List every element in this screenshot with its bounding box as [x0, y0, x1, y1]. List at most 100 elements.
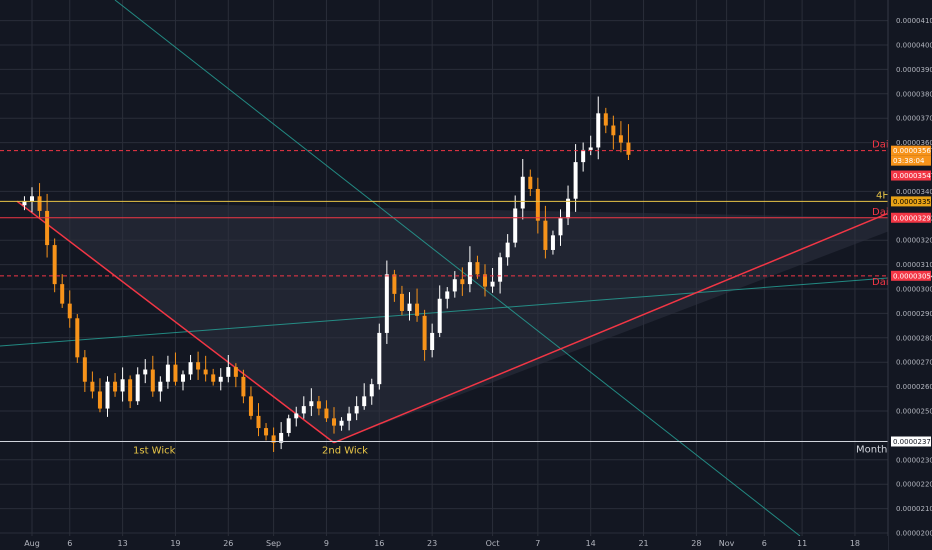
candle-body	[52, 245, 57, 285]
candle	[339, 417, 344, 431]
time-tick-label: 21	[638, 539, 648, 548]
candle	[196, 351, 201, 380]
candle	[445, 287, 450, 309]
candle	[60, 274, 65, 308]
badge-bg	[891, 436, 931, 447]
candle	[392, 269, 397, 302]
trend-lines	[0, 0, 889, 537]
time-axis-panel[interactable]	[0, 536, 888, 550]
candle	[611, 115, 616, 150]
candle-body	[120, 379, 125, 392]
candle	[384, 260, 389, 344]
candle-body	[82, 357, 87, 382]
candle-body	[362, 396, 367, 407]
candle-body	[588, 147, 593, 150]
badge-countdown: 03:38:04	[891, 155, 931, 166]
candle	[347, 406, 352, 431]
candle-body	[218, 376, 223, 382]
annotation-daily-mid: Daily	[872, 207, 897, 218]
candle-body	[422, 315, 427, 350]
candle-body	[354, 406, 359, 414]
candle	[188, 354, 193, 380]
time-tick-label: 6	[67, 539, 72, 548]
candle-body	[271, 435, 276, 443]
candle	[309, 388, 314, 416]
candle	[37, 183, 42, 218]
time-axis[interactable]: Aug 6 13 19 26 Sep 9 16 23 Oct 7 14 21 28 Nov 6 11 18	[24, 539, 860, 548]
candle-body	[181, 374, 185, 382]
candle	[528, 169, 533, 197]
time-tick-label: 23	[427, 539, 437, 548]
candle	[460, 267, 465, 296]
candle	[588, 135, 593, 156]
time-tick-label: 16	[374, 539, 384, 548]
candle	[248, 386, 253, 420]
candle-body	[188, 362, 193, 375]
candle	[437, 285, 442, 338]
candle-body	[483, 274, 487, 287]
candle	[173, 352, 178, 386]
candle-body	[294, 413, 299, 419]
candle-body	[256, 415, 261, 429]
candle	[128, 375, 133, 409]
candle	[75, 314, 80, 363]
price-tick-label: 0.00004200	[896, 0, 932, 1]
candle-body	[430, 332, 435, 350]
candle-body	[316, 401, 321, 409]
candle	[369, 378, 374, 405]
candle-body	[581, 149, 586, 163]
candle-body	[90, 381, 95, 392]
horizontal-levels	[0, 150, 888, 442]
candle	[596, 96, 601, 160]
candle	[241, 369, 246, 404]
triangle-pattern	[16, 201, 923, 443]
candle	[498, 252, 503, 294]
badge-bg	[891, 196, 931, 207]
candle	[30, 187, 34, 213]
teal-slope-line	[0, 277, 889, 347]
candle	[520, 159, 525, 220]
annotation-monthly: Monthly	[856, 445, 896, 456]
candle	[271, 427, 276, 452]
candle-body	[143, 369, 148, 375]
candle-body	[241, 376, 246, 397]
badge-daily-3054: 0.00003054	[891, 270, 932, 281]
candle	[67, 290, 72, 328]
time-tick-label: 11	[797, 539, 807, 548]
candle	[113, 373, 118, 397]
candle	[362, 383, 367, 410]
candle-body	[97, 391, 102, 409]
candle	[558, 209, 563, 246]
candle-body	[437, 298, 442, 333]
badge-h4-3359: 0.00003359	[891, 196, 932, 207]
candle	[324, 400, 329, 422]
candle-body	[324, 408, 329, 419]
candle	[279, 422, 284, 450]
annotation-wick2: 2nd Wick	[322, 446, 368, 457]
candle	[475, 255, 480, 279]
candle-body	[211, 374, 216, 382]
candle-body	[264, 428, 269, 436]
candle	[150, 355, 155, 397]
badge-daily-3547: 0.00003547	[891, 170, 932, 181]
candle	[603, 107, 608, 134]
candle	[513, 195, 518, 248]
annotation-daily-top: Daily	[872, 140, 897, 151]
candle-body	[460, 279, 465, 285]
badge-label: 0.00003292	[893, 214, 932, 222]
badge-label: 0.00003567	[893, 147, 932, 155]
candle-body	[445, 291, 450, 299]
candle-body	[75, 318, 80, 358]
candle-body	[596, 113, 601, 148]
time-tick-label: 19	[170, 539, 180, 548]
